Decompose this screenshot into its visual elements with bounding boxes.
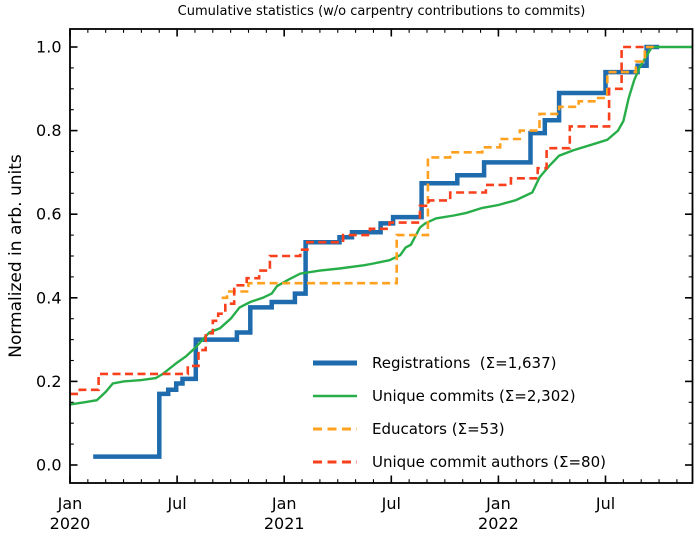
axes-frame bbox=[69, 28, 694, 484]
y-tick-label: 0.4 bbox=[36, 288, 61, 307]
x-tick-label: Jan bbox=[57, 494, 83, 513]
x-tick-label: Jul bbox=[381, 494, 401, 513]
y-axis-label: Normalized in arb. units bbox=[6, 154, 26, 358]
y-tick-label: 0.2 bbox=[36, 372, 61, 391]
legend-item-registrations: Registrations (Σ=1,637) bbox=[312, 346, 606, 379]
legend-label-unique-commit-authors: Unique commit authors (Σ=80) bbox=[372, 452, 606, 471]
x-tick-label: Jan bbox=[271, 494, 297, 513]
legend-item-educators: Educators (Σ=53) bbox=[312, 412, 606, 445]
series-line-unique_commits bbox=[69, 45, 693, 406]
y-tick-label: 1.0 bbox=[36, 38, 61, 57]
legend-item-unique-commit-authors: Unique commit authors (Σ=80) bbox=[312, 445, 606, 478]
y-tick-label: 0.0 bbox=[36, 456, 61, 475]
x-tick-year-label: 2021 bbox=[264, 514, 305, 533]
series-line-unique_commit_authors bbox=[70, 45, 645, 396]
x-tick-label: Jul bbox=[166, 494, 186, 513]
x-tick-year-label: 2022 bbox=[478, 514, 519, 533]
chart-title: Cumulative statistics (w/o carpentry con… bbox=[177, 4, 586, 19]
legend-item-unique-commits: Unique commits (Σ=2,302) bbox=[312, 379, 606, 412]
series-line-educators bbox=[221, 45, 654, 300]
x-tick-label: Jan bbox=[485, 494, 511, 513]
unique-commits-line-swatch bbox=[313, 394, 357, 397]
legend: Registrations (Σ=1,637) Unique commits (… bbox=[312, 346, 606, 478]
y-tick-label: 0.8 bbox=[36, 121, 61, 140]
educators-line-swatch bbox=[313, 427, 357, 430]
legend-label-unique-commits: Unique commits (Σ=2,302) bbox=[372, 386, 576, 405]
legend-label-educators: Educators (Σ=53) bbox=[372, 419, 505, 438]
x-tick-year-label: 2020 bbox=[50, 514, 91, 533]
y-tick-label: 0.6 bbox=[36, 205, 61, 224]
x-tick-label: Jul bbox=[595, 494, 615, 513]
registrations-line-swatch bbox=[313, 360, 357, 365]
unique-commit-authors-line-swatch bbox=[313, 460, 357, 463]
legend-label-registrations: Registrations (Σ=1,637) bbox=[372, 353, 557, 372]
